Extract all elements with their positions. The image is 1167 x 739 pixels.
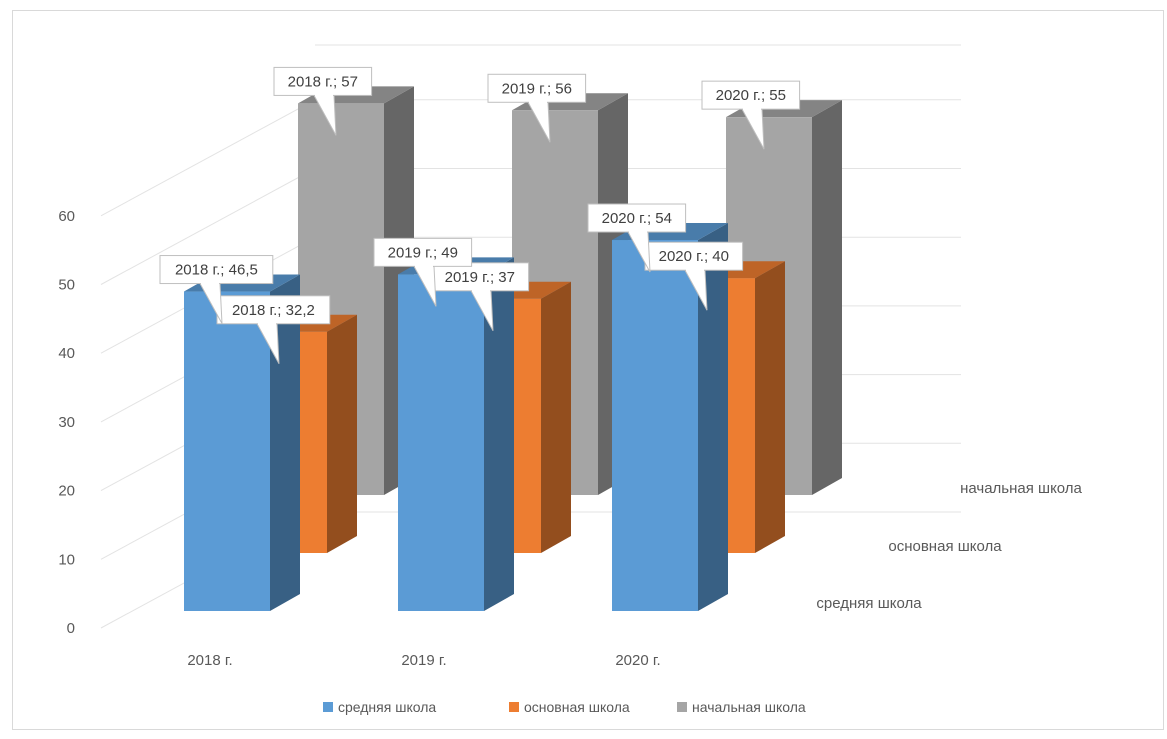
data-label-seam bbox=[529, 100, 547, 104]
x-tick-label: 2020 г. bbox=[615, 652, 660, 669]
data-label: 2018 г.; 57 bbox=[288, 73, 358, 90]
data-label-seam bbox=[315, 93, 333, 97]
data-label-box bbox=[430, 262, 530, 292]
bar-side bbox=[327, 314, 357, 553]
gridline-side bbox=[100, 168, 316, 285]
gridline-side bbox=[100, 99, 316, 217]
data-label-box bbox=[216, 295, 331, 325]
data-label-seam bbox=[201, 281, 219, 285]
data-label: 2018 г.; 32,2 bbox=[232, 302, 315, 319]
bar-side bbox=[541, 281, 571, 553]
chart-frame: 0 10 20 30 40 50 60 2018 г.; 57 2019 г.; 56 2020 … bbox=[12, 10, 1164, 730]
bar-side bbox=[755, 261, 785, 553]
y-tick-label: 0 bbox=[67, 620, 75, 637]
chart-svg: 0 10 20 30 40 50 60 2018 г.; 57 2019 г.; 56 2020 … bbox=[58, 44, 1083, 715]
legend-swatch bbox=[677, 702, 687, 712]
data-label: 2020 г.; 40 bbox=[659, 248, 729, 265]
data-label-box bbox=[487, 73, 587, 103]
bar-side bbox=[484, 257, 514, 611]
data-label-box bbox=[159, 255, 274, 285]
y-tick-label: 10 bbox=[58, 551, 75, 568]
data-label: 2019 г.; 37 bbox=[445, 269, 515, 286]
data-label-seam bbox=[472, 288, 490, 292]
data-label-seam bbox=[686, 268, 704, 272]
y-tick-label: 60 bbox=[58, 208, 75, 225]
data-label-seam bbox=[743, 107, 761, 111]
bar-side bbox=[812, 100, 842, 496]
legend-label: основная школа bbox=[524, 699, 630, 715]
bar-side bbox=[698, 223, 728, 611]
data-label-seam bbox=[629, 230, 647, 234]
data-label: 2020 г.; 54 bbox=[602, 210, 672, 227]
legend-swatch bbox=[509, 702, 519, 712]
data-label-box bbox=[701, 80, 801, 110]
y-tick-label: 40 bbox=[58, 345, 75, 362]
data-label: 2018 г.; 46,5 bbox=[175, 262, 258, 279]
data-label-box bbox=[587, 203, 687, 233]
x-tick-label: 2019 г. bbox=[401, 652, 446, 669]
data-label: 2019 г.; 56 bbox=[502, 80, 572, 97]
bar bbox=[184, 291, 270, 611]
data-label-seam bbox=[258, 321, 276, 325]
data-label: 2020 г.; 55 bbox=[716, 87, 786, 104]
bar bbox=[612, 240, 698, 611]
y-tick-label: 50 bbox=[58, 277, 75, 294]
legend-label: начальная школа bbox=[692, 699, 806, 715]
bar bbox=[398, 274, 484, 611]
legend-swatch bbox=[323, 702, 333, 712]
data-label-box bbox=[273, 66, 373, 96]
y-tick-label: 30 bbox=[58, 414, 75, 431]
y-tick-label: 20 bbox=[58, 483, 75, 500]
legend-label: средняя школа bbox=[338, 699, 436, 715]
data-label: 2019 г.; 49 bbox=[388, 244, 458, 261]
series-axis-label: средняя школа bbox=[816, 595, 922, 612]
series-axis-label: начальная школа bbox=[960, 480, 1082, 497]
series-axis-label: основная школа bbox=[888, 538, 1002, 555]
x-tick-label: 2018 г. bbox=[187, 652, 232, 669]
data-label-seam bbox=[415, 264, 433, 268]
